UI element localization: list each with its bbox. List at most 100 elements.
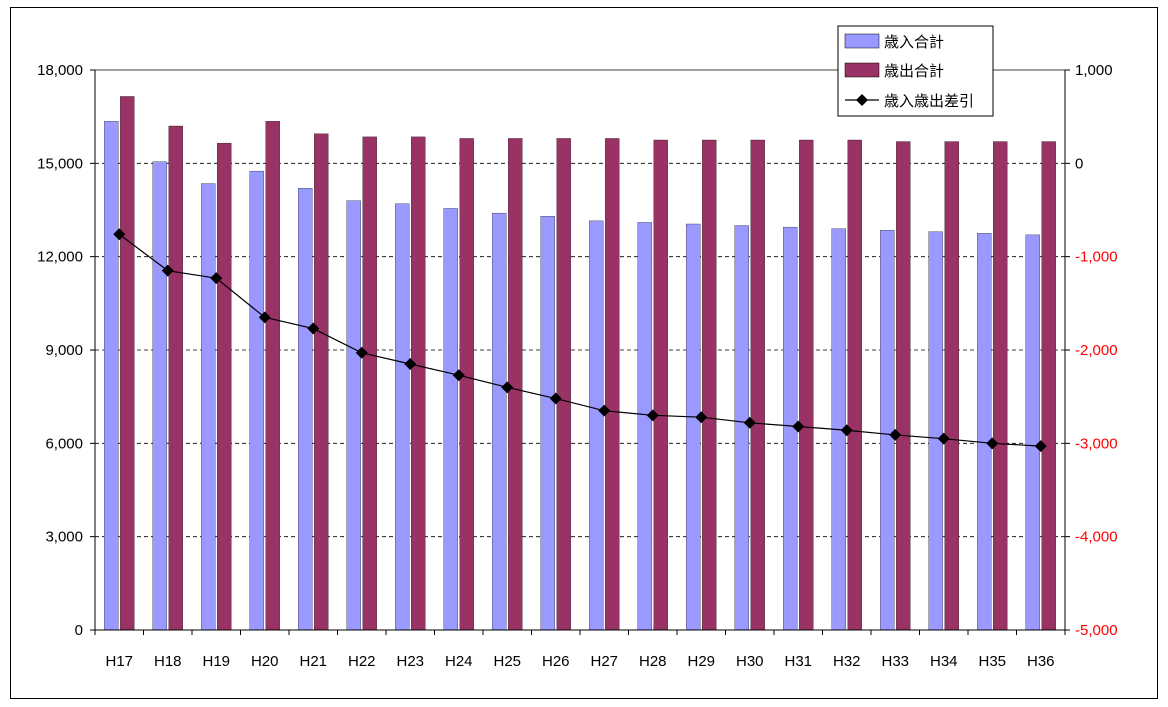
bar-expenditure-H31 <box>799 139 814 631</box>
y-left-tick-label: 15,000 <box>37 155 83 172</box>
x-tick-label: H27 <box>590 653 618 670</box>
x-tick-label: H36 <box>1027 653 1055 670</box>
bar-revenue-H23 <box>395 203 410 631</box>
x-tick-label: H26 <box>542 653 570 670</box>
y-left-tick-label: 18,000 <box>37 62 83 79</box>
bar-expenditure-H34 <box>944 141 959 631</box>
grid-lines <box>95 69 1065 538</box>
bar-expenditure-H35 <box>993 141 1008 631</box>
bar-revenue-H33 <box>880 230 895 631</box>
legend: 歳入合計 歳出合計 歳入歳出差引 <box>837 25 994 117</box>
difference-line <box>113 228 1047 453</box>
y-left-tick-label: 12,000 <box>37 249 83 266</box>
x-tick-label: H32 <box>833 653 861 670</box>
bar-revenue-H35 <box>977 233 992 631</box>
bar-revenue-H30 <box>734 225 749 631</box>
point-difference-H20 <box>258 311 271 324</box>
point-difference-H26 <box>549 392 562 405</box>
x-tick-label: H24 <box>445 653 473 670</box>
y-left-tick-label: 9,000 <box>45 342 83 359</box>
bar-expenditure-H32 <box>847 139 862 631</box>
bar-expenditure-H17 <box>120 96 135 631</box>
legend-label-difference: 歳入歳出差引 <box>884 92 974 110</box>
x-tick-label: H25 <box>493 653 521 670</box>
bar-expenditure-H29 <box>702 139 717 631</box>
x-tick-label: H28 <box>639 653 667 670</box>
bar-revenue-H18 <box>152 161 167 631</box>
y-right-tick-label: -2,000 <box>1075 342 1118 359</box>
bar-expenditure-H18 <box>168 125 183 631</box>
bar-expenditure-H22 <box>362 136 377 631</box>
y-right-tick-label: 1,000 <box>1075 62 1113 79</box>
y-left-tick-label: 6,000 <box>45 435 83 452</box>
bar-expenditure-H25 <box>508 138 523 631</box>
y-right-tick-label: -5,000 <box>1075 622 1118 639</box>
point-difference-H30 <box>743 416 756 429</box>
bar-expenditure-H33 <box>896 141 911 631</box>
legend-swatch-expenditure <box>844 62 880 78</box>
x-tick-label: H18 <box>154 653 182 670</box>
point-difference-H21 <box>307 322 320 335</box>
bar-revenue-H34 <box>928 231 943 631</box>
bar-revenue-H21 <box>298 188 313 631</box>
y-right-tick-label: -4,000 <box>1075 529 1118 546</box>
bar-expenditure-H26 <box>556 138 571 631</box>
x-tick-label: H17 <box>105 653 133 670</box>
x-tick-label: H23 <box>396 653 424 670</box>
y-right-tick-label: -1,000 <box>1075 249 1118 266</box>
x-tick-label: H31 <box>784 653 812 670</box>
point-difference-H33 <box>889 428 902 441</box>
bar-revenue-H22 <box>346 200 361 631</box>
y-left-tick-label: 3,000 <box>45 529 83 546</box>
bar-expenditure-H24 <box>459 138 474 631</box>
x-tick-label: H30 <box>736 653 764 670</box>
bar-revenue-H20 <box>249 170 264 631</box>
bar-expenditure-H20 <box>265 121 280 631</box>
bar-revenue-H29 <box>686 223 701 631</box>
y-right-tick-label: -3,000 <box>1075 435 1118 452</box>
line-difference <box>118 233 1041 447</box>
y-left-tick-label: 0 <box>75 622 83 639</box>
bar-expenditure-H30 <box>750 139 765 631</box>
point-difference-H23 <box>404 358 417 370</box>
point-difference-H24 <box>452 369 465 382</box>
x-tick-label: H33 <box>881 653 909 670</box>
bar-expenditure-H36 <box>1041 141 1056 631</box>
x-tick-label: H29 <box>687 653 715 670</box>
bar-expenditure-H27 <box>605 138 620 631</box>
bars <box>104 96 1056 631</box>
x-tick-label: H20 <box>251 653 279 670</box>
bar-revenue-H27 <box>589 220 604 631</box>
bar-expenditure-H23 <box>411 136 426 631</box>
bar-revenue-H17 <box>104 121 119 631</box>
point-difference-H32 <box>840 424 853 437</box>
legend-label-expenditure: 歳出合計 <box>884 62 944 80</box>
bar-revenue-H28 <box>637 222 652 631</box>
point-difference-H19 <box>210 272 223 285</box>
x-tick-label: H35 <box>978 653 1006 670</box>
point-difference-H36 <box>1034 440 1047 453</box>
bar-revenue-H36 <box>1025 234 1040 631</box>
point-difference-H22 <box>355 346 368 359</box>
legend-label-revenue: 歳入合計 <box>884 33 944 51</box>
point-difference-H25 <box>501 381 514 394</box>
bar-revenue-H26 <box>540 216 555 631</box>
legend-swatch-revenue <box>844 33 880 49</box>
point-difference-H34 <box>937 432 950 445</box>
point-difference-H17 <box>113 228 126 241</box>
point-difference-H28 <box>646 409 659 422</box>
x-tick-label: H19 <box>202 653 230 670</box>
tick-labels: 0 3,000 6,000 9,000 12,000 15,000 18,000 -5,000… <box>37 62 1117 670</box>
legend-marker-difference <box>856 94 868 106</box>
point-difference-H35 <box>986 437 999 450</box>
bar-revenue-H24 <box>443 208 458 631</box>
x-tick-label: H34 <box>930 653 958 670</box>
x-tick-label: H21 <box>299 653 327 670</box>
point-difference-H27 <box>598 404 611 417</box>
axes <box>90 69 1070 635</box>
bar-expenditure-H21 <box>314 133 329 631</box>
x-tick-label: H22 <box>348 653 376 670</box>
y-right-tick-label: 0 <box>1075 155 1083 172</box>
bar-revenue-H25 <box>492 212 507 631</box>
